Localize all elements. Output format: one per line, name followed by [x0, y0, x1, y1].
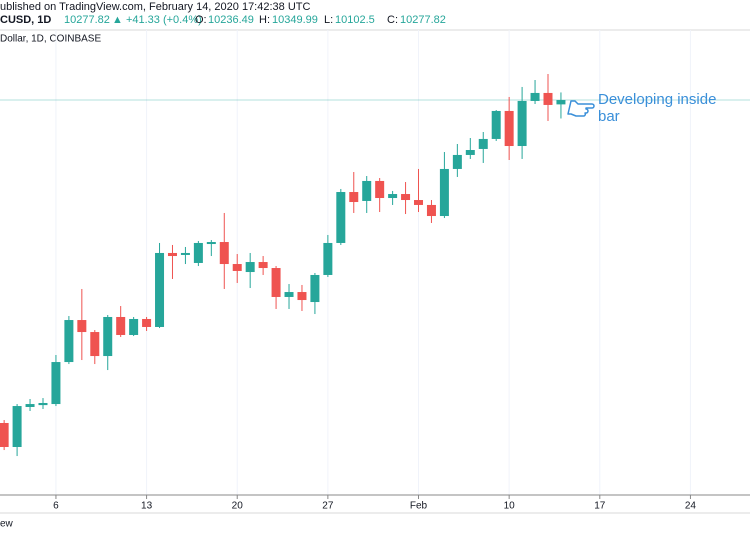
- candle-body: [167, 252, 177, 257]
- subtitle: Dollar, 1D, COINBASE: [0, 34, 101, 45]
- h-value: 10349.99: [272, 14, 318, 26]
- last-price: 10277.82: [64, 14, 110, 26]
- plot: 6 13 20 27 Feb 10 17 24: [0, 30, 750, 512]
- candle-body: [504, 110, 514, 147]
- published: ublished on TradingView.com, February 14…: [0, 1, 310, 13]
- candle-body: [452, 154, 462, 169]
- candle-body: [349, 192, 359, 203]
- candle-body: [388, 194, 398, 199]
- candle-body: [193, 242, 203, 263]
- c-value: 10277.82: [400, 14, 446, 26]
- candle-body: [310, 274, 320, 303]
- candle-body: [51, 362, 61, 405]
- o-label: O:: [195, 14, 207, 26]
- candle-body: [64, 320, 74, 363]
- candle-body: [375, 180, 385, 199]
- l-label: L:: [324, 14, 333, 26]
- candle-body: [103, 316, 113, 357]
- candle-body: [129, 318, 139, 335]
- candle-body: [142, 318, 152, 327]
- x-tick-label: 24: [685, 501, 697, 512]
- candle-body: [12, 406, 22, 447]
- candle-body: [180, 252, 190, 255]
- legend-row: CUSD, 1D 10277.82 ▲ +41.33 (+0.4%) O: 10…: [0, 14, 446, 26]
- candle-body: [38, 402, 48, 406]
- c-label: C:: [387, 14, 398, 26]
- candle-body: [258, 262, 268, 269]
- x-tick-label: Feb: [410, 501, 428, 512]
- candle-body: [401, 194, 411, 201]
- candle-body: [530, 92, 540, 101]
- candle-body: [491, 110, 501, 139]
- hand-icon: [567, 100, 595, 117]
- candle-body: [245, 262, 255, 273]
- candle-body: [517, 100, 527, 147]
- candle-body: [478, 138, 488, 149]
- footer: ew: [0, 519, 14, 530]
- x-tick-label: 10: [504, 501, 516, 512]
- candle-body: [155, 252, 165, 327]
- candle-body: [439, 168, 449, 217]
- candle-body: [90, 332, 100, 357]
- candle-body: [271, 268, 281, 297]
- x-tick-label: 6: [53, 501, 59, 512]
- candle-body: [206, 242, 216, 245]
- candle-body: [336, 192, 346, 243]
- candle-body: [556, 100, 566, 105]
- x-tick-label: 17: [594, 501, 606, 512]
- change: ▲ +41.33 (+0.4%): [112, 14, 202, 26]
- o-value: 10236.49: [208, 14, 254, 26]
- candle-body: [465, 150, 475, 155]
- candle-body: [297, 292, 307, 301]
- candle-body: [543, 92, 553, 105]
- symbol: CUSD, 1D: [0, 14, 51, 26]
- change-value: +41.33 (+0.4%): [126, 14, 202, 26]
- candle-body: [77, 320, 87, 333]
- x-tick-label: 13: [141, 501, 153, 512]
- candle-body: [0, 422, 9, 447]
- candle-body: [232, 264, 242, 271]
- candle-body: [25, 404, 35, 407]
- candle-body: [116, 316, 126, 335]
- candle-body: [414, 200, 424, 205]
- candle-body: [362, 180, 372, 201]
- candle-body: [323, 242, 333, 275]
- l-value: 10102.5: [335, 14, 375, 26]
- x-tick-label: 27: [322, 501, 334, 512]
- candle-body: [284, 292, 294, 297]
- x-tick-label: 20: [232, 501, 244, 512]
- annotation: bar: [598, 108, 620, 125]
- candle-body: [219, 242, 229, 265]
- h-label: H:: [259, 14, 270, 26]
- candle-body: [426, 204, 436, 217]
- annotation: Developing inside: [598, 91, 716, 108]
